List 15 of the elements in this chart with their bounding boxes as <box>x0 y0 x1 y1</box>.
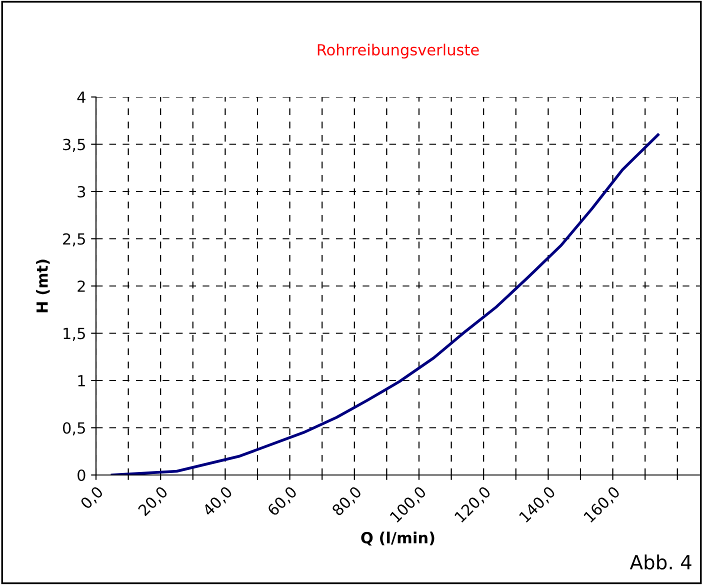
y-tick-label: 2 <box>78 280 85 292</box>
y-tick-label: 0 <box>78 469 86 482</box>
y-axis-title: H (mt) <box>36 260 50 312</box>
y-tick-label: 3,5 <box>63 138 85 152</box>
x-tick-label: 0,0 <box>80 486 105 511</box>
y-tick-label: 4 <box>77 92 86 103</box>
caption: Abb. 4 <box>630 554 692 570</box>
y-tick-label: 1,5 <box>64 328 85 341</box>
y-tick-label: 1 <box>78 375 85 386</box>
x-axis-title: Q (l/min) <box>361 532 434 546</box>
chart-title: Rohrreibungsverluste <box>318 44 479 59</box>
y-tick-label: 3 <box>78 186 86 198</box>
line-series <box>110 133 660 475</box>
y-tick-label: 0,5 <box>62 422 85 436</box>
y-tick-label: 2,5 <box>63 233 85 246</box>
